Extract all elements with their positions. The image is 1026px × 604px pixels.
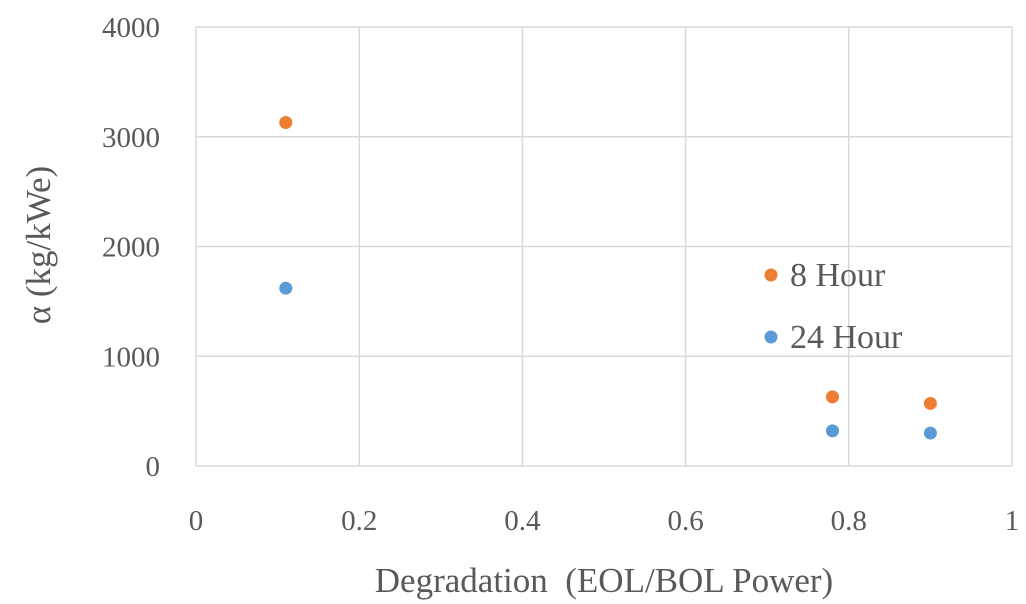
y-tick-label: 2000 [102, 232, 160, 264]
x-tick-label: 0.6 [667, 505, 703, 537]
x-tick-label: 0.8 [831, 505, 867, 537]
y-axis-title: α (kg/kWe) [19, 166, 58, 324]
x-tick-label: 0 [189, 505, 204, 537]
y-tick-label: 0 [146, 451, 161, 483]
y-tick-label: 1000 [102, 341, 160, 373]
data-point-24-hour [825, 424, 839, 438]
legend-marker [764, 268, 778, 282]
legend-label: 24 Hour [790, 319, 903, 356]
data-point-8-hour [923, 396, 937, 410]
data-point-8-hour [825, 390, 839, 404]
legend-marker [764, 330, 778, 344]
data-point-24-hour [923, 426, 937, 440]
x-tick-label: 1 [1005, 505, 1020, 537]
legend-label: 8 Hour [790, 257, 886, 294]
x-tick-label: 0.4 [504, 505, 541, 537]
gridlines [195, 26, 1013, 467]
x-axis-ticks: 0 0.2 0.4 0.6 0.8 1 [189, 505, 1020, 537]
data-point-24-hour [279, 281, 293, 295]
y-axis-ticks: 0 1000 2000 3000 4000 [102, 12, 160, 483]
data-point-8-hour [279, 115, 293, 129]
y-tick-label: 3000 [102, 122, 160, 154]
legend: 8 Hour 24 Hour [764, 257, 903, 356]
y-tick-label: 4000 [102, 12, 160, 44]
data-points [279, 115, 937, 440]
x-tick-label: 0.2 [341, 505, 377, 537]
x-axis-title: Degradation (EOL/BOL Power) [375, 561, 833, 600]
